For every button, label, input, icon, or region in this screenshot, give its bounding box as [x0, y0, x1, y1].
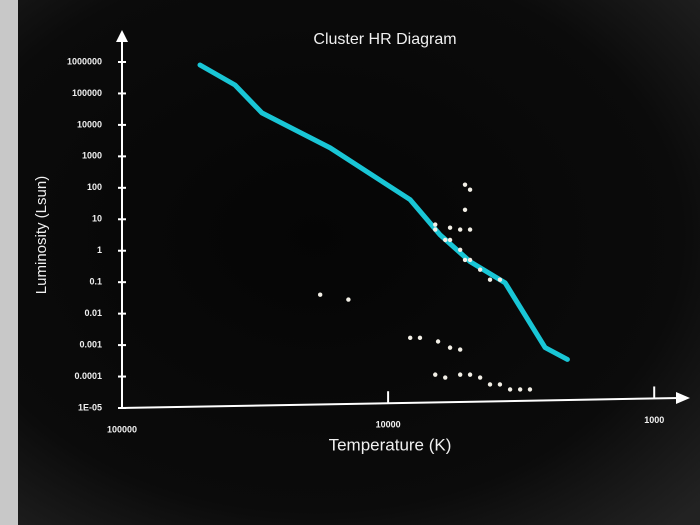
- star-point: [497, 277, 503, 282]
- y-tick-label: 1: [97, 245, 102, 255]
- screen-edge: [0, 0, 18, 525]
- star-point: [346, 297, 351, 302]
- star-point: [477, 267, 483, 272]
- y-tick-label: 10: [92, 214, 102, 224]
- y-tick-label: 10000: [77, 119, 102, 129]
- star-point: [447, 237, 453, 243]
- star-point: [487, 382, 493, 387]
- y-tick-label: 0.001: [79, 339, 102, 349]
- x-axis-label: Temperature (K): [329, 435, 452, 454]
- x-axis: [121, 397, 681, 409]
- star-point: [447, 345, 453, 350]
- star-point: [457, 347, 463, 352]
- star-point: [433, 372, 438, 377]
- star-point: [435, 339, 441, 344]
- star-point: [457, 247, 463, 253]
- y-tick-label: 1000000: [67, 56, 102, 66]
- star-point: [417, 335, 423, 341]
- star-point: [433, 227, 438, 232]
- star-point: [477, 375, 483, 380]
- star-point: [447, 225, 453, 230]
- star-point: [433, 222, 438, 227]
- chart-title: Cluster HR Diagram: [313, 31, 456, 48]
- star-point: [517, 387, 523, 392]
- x-tick-label: 10000: [376, 420, 401, 430]
- star-point: [462, 207, 468, 213]
- y-tick-label: 0.1: [89, 277, 102, 287]
- y-tick-label: 1E-05: [78, 402, 102, 412]
- star-point: [407, 335, 413, 341]
- y-tick-label: 100000: [72, 88, 102, 98]
- star-point: [467, 257, 473, 263]
- star-point: [462, 182, 468, 187]
- star-point: [487, 277, 493, 282]
- y-tick-label: 1000: [82, 151, 102, 161]
- y-axis-arrow: [116, 30, 128, 42]
- star-point: [467, 372, 473, 377]
- main-sequence-line: [197, 62, 570, 362]
- star-point: [443, 237, 448, 243]
- star-point: [443, 375, 448, 380]
- star-point: [467, 227, 473, 232]
- star-point: [497, 382, 503, 387]
- star-point: [467, 187, 473, 192]
- star-point: [457, 372, 463, 377]
- y-axis-label: Luminosity (Lsun): [33, 176, 50, 294]
- star-point: [457, 227, 463, 232]
- y-tick-label: 100: [87, 182, 102, 192]
- star-point: [527, 387, 533, 392]
- star-point: [507, 387, 513, 392]
- y-tick-label: 0.01: [84, 308, 102, 318]
- star-point: [317, 292, 323, 297]
- star-point: [462, 257, 468, 263]
- x-axis-arrow: [676, 392, 690, 404]
- x-tick-label: 1000: [644, 415, 664, 425]
- y-tick-label: 0.0001: [74, 371, 102, 381]
- x-tick-label: 100000: [107, 424, 137, 434]
